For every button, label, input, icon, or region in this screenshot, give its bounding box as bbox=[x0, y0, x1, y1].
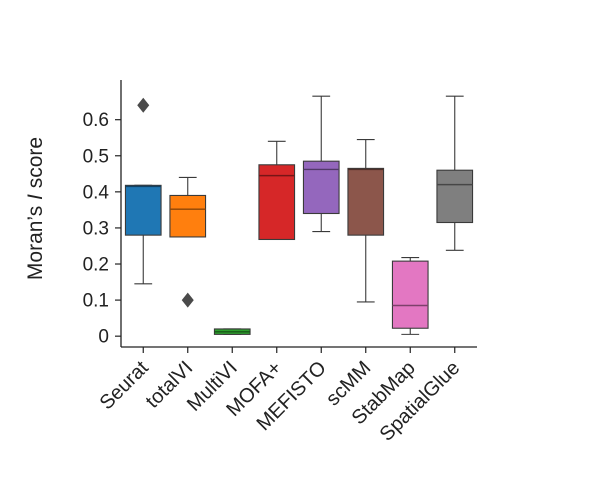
box-scmm bbox=[347, 138, 385, 303]
box-body bbox=[258, 164, 296, 241]
box-stabmap bbox=[391, 256, 429, 335]
outlier-point bbox=[181, 292, 194, 308]
x-ticks: SeurattotalVIMultiVIMOFA+MEFISTOscMMStab… bbox=[96, 347, 464, 446]
plot-area bbox=[124, 95, 474, 335]
box-totalvi bbox=[169, 176, 207, 308]
box-body bbox=[347, 167, 385, 236]
box-multivi bbox=[213, 328, 251, 335]
box-body bbox=[169, 194, 207, 238]
y-tick-label: 0 bbox=[98, 327, 109, 348]
y-axis-title: Moran’s I score bbox=[24, 137, 47, 280]
outlier-point bbox=[137, 97, 150, 113]
y-axis-title-part-2: I bbox=[24, 194, 47, 200]
box-body bbox=[436, 169, 474, 224]
box-body bbox=[124, 184, 162, 236]
x-tick-label-seurat: Seurat bbox=[96, 357, 154, 415]
y-axis-title-part-1: Moran’s bbox=[24, 200, 47, 280]
box-body bbox=[391, 260, 429, 329]
y-tick-label: 0.6 bbox=[83, 110, 109, 131]
y-ticks: 0 0.1 0.2 0.3 0.4 0.5 0.6 bbox=[83, 110, 121, 348]
y-tick-label: 0.2 bbox=[83, 255, 109, 276]
box-seurat bbox=[124, 97, 162, 285]
y-tick-label: 0.1 bbox=[83, 291, 109, 312]
axes bbox=[120, 80, 477, 348]
y-tick-label: 0.5 bbox=[83, 146, 109, 167]
y-tick-label: 0.4 bbox=[83, 182, 110, 203]
box-mefisto bbox=[302, 95, 340, 233]
box-mofa- bbox=[258, 140, 296, 241]
box-spatialglue bbox=[436, 95, 474, 251]
y-axis-title-part-3: score bbox=[24, 137, 47, 194]
y-tick-label: 0.3 bbox=[83, 218, 109, 239]
